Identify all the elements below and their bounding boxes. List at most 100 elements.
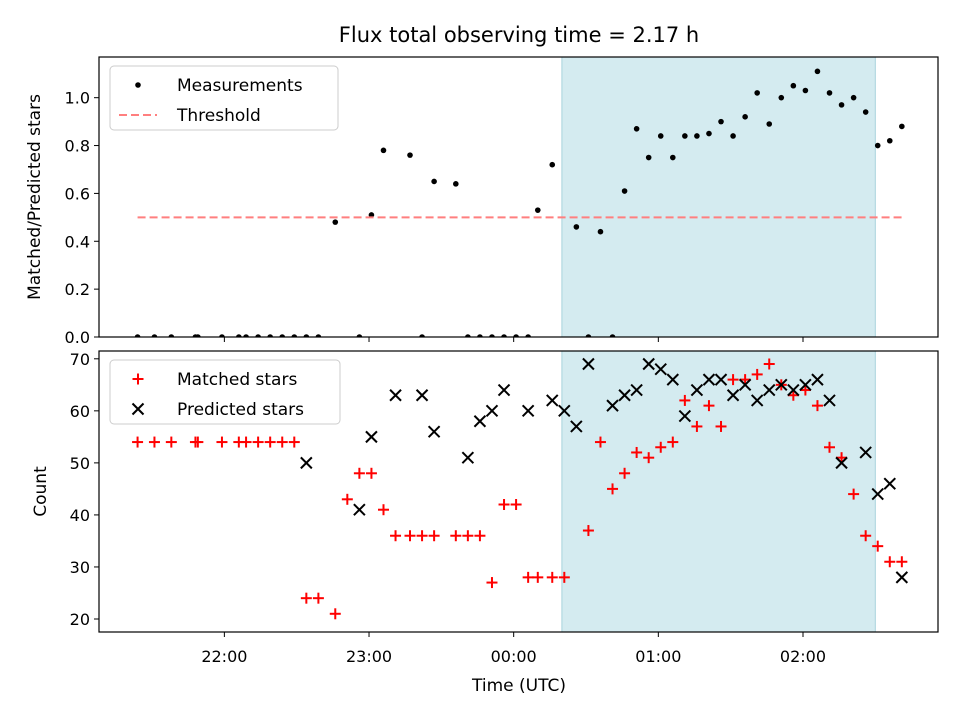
measurement-point [862, 109, 869, 115]
legend-label: Matched stars [177, 370, 297, 390]
matched-star-point [240, 436, 252, 448]
series-predicted-stars [300, 357, 909, 584]
y-tick-label: 50 [70, 454, 90, 473]
predicted-star-point [823, 394, 836, 407]
predicted-star-point-b [678, 409, 692, 423]
matched-star-point [312, 592, 324, 604]
y-tick-label: 0.0 [65, 328, 90, 347]
matched-star-point [727, 374, 739, 386]
predicted-star-point [702, 373, 716, 386]
predicted-star-point [714, 373, 728, 386]
predicted-star-point [775, 378, 788, 392]
predicted-star-point [678, 409, 692, 423]
x-tick-label: 23:00 [346, 647, 392, 666]
measurement-point [477, 334, 483, 337]
predicted-star-point [750, 394, 764, 407]
predicted-star-point-b [738, 378, 752, 392]
predicted-star-point [461, 451, 475, 464]
matched-star-point [643, 452, 655, 464]
predicted-star-point-b [521, 404, 535, 418]
measurement-point [407, 152, 413, 158]
measurement-point [706, 130, 712, 137]
legend-dot-marker [135, 82, 141, 88]
matched-star-point [148, 436, 160, 448]
legend-box [109, 65, 339, 131]
measurement-point [465, 334, 471, 337]
matched-star-point [264, 436, 276, 448]
predicted-star-point-b [750, 394, 764, 407]
legend: Measurements Threshold [109, 65, 339, 131]
measurement-point [790, 82, 797, 89]
predicted-star-point-b [823, 394, 836, 407]
predicted-star-point-b [570, 420, 583, 433]
measurement-point [838, 102, 845, 108]
predicted-star-point-b [365, 430, 378, 444]
matched-star-point [703, 400, 715, 412]
predicted-star-point-b [871, 487, 884, 501]
predicted-star-point [582, 357, 595, 371]
matched-star-point [607, 483, 619, 495]
measurement-point [669, 154, 676, 161]
predicted-star-point-b [775, 378, 788, 392]
matched-star-point [631, 446, 643, 458]
predicted-star-point-b [763, 383, 776, 397]
predicted-star-point [558, 404, 571, 418]
x-axis-label: Time (UTC) [471, 676, 566, 696]
measurement-point [742, 114, 748, 120]
matched-star-point [510, 499, 522, 511]
legend-label: Predicted stars [177, 400, 304, 420]
predicted-star-point-b [799, 378, 812, 392]
y-tick-label: 0.8 [65, 137, 90, 156]
predicted-star-point [415, 389, 429, 402]
y-tick-label: 20 [70, 610, 90, 629]
matched-star-point [715, 420, 727, 432]
measurement-point [597, 228, 604, 235]
measurement-point [279, 334, 286, 337]
series-matched-stars [132, 358, 908, 620]
measurement-point [356, 334, 363, 337]
measurement-point [168, 334, 175, 337]
predicted-star-point [871, 487, 884, 501]
matched-star-point [799, 384, 811, 396]
measurement-point [609, 334, 616, 337]
measurement-point [419, 334, 425, 337]
measurement-point [754, 90, 760, 96]
plot-frame [98, 56, 939, 338]
x-tick-label: 00:00 [491, 647, 537, 666]
predicted-star-point-b [427, 425, 441, 438]
predicted-star-point-b [558, 404, 571, 418]
matched-star-point [486, 577, 498, 589]
predicted-star-point [738, 378, 752, 392]
measurement-point [332, 219, 339, 225]
predicted-star-point-b [618, 389, 631, 402]
matched-star-point [252, 436, 264, 448]
plot-area [134, 68, 905, 337]
matched-star-point [288, 436, 300, 448]
y-tick-label: 60 [70, 402, 90, 421]
measurement-point [195, 334, 201, 337]
top-panel: 0.0 0.2 0.4 0.6 0.8 1.0 Matched/Predicted star… [25, 56, 939, 347]
matched-star-point [404, 530, 416, 542]
measurement-point [255, 334, 261, 337]
predicted-star-point-b [666, 373, 680, 386]
predicted-star-point [300, 456, 313, 470]
predicted-star-point [787, 383, 800, 397]
predicted-star-point-b [835, 456, 848, 470]
matched-star-point [390, 530, 402, 542]
measurement-point [766, 121, 773, 127]
legend-box [109, 359, 341, 425]
measurement-point [303, 334, 310, 337]
y-axis-label: Count [31, 466, 51, 517]
measurement-point [899, 123, 905, 130]
measurement-point [291, 334, 298, 337]
matched-star-point [860, 530, 872, 542]
legend-label: Threshold [176, 106, 261, 126]
matched-star-point [474, 530, 486, 542]
measurement-point [219, 334, 225, 337]
predicted-star-point [666, 373, 680, 386]
matched-star-point [216, 436, 228, 448]
legend-x-marker-b [131, 402, 145, 416]
matched-star-point [655, 441, 667, 453]
measurement-point [874, 142, 881, 149]
predicted-star-point [485, 404, 499, 418]
